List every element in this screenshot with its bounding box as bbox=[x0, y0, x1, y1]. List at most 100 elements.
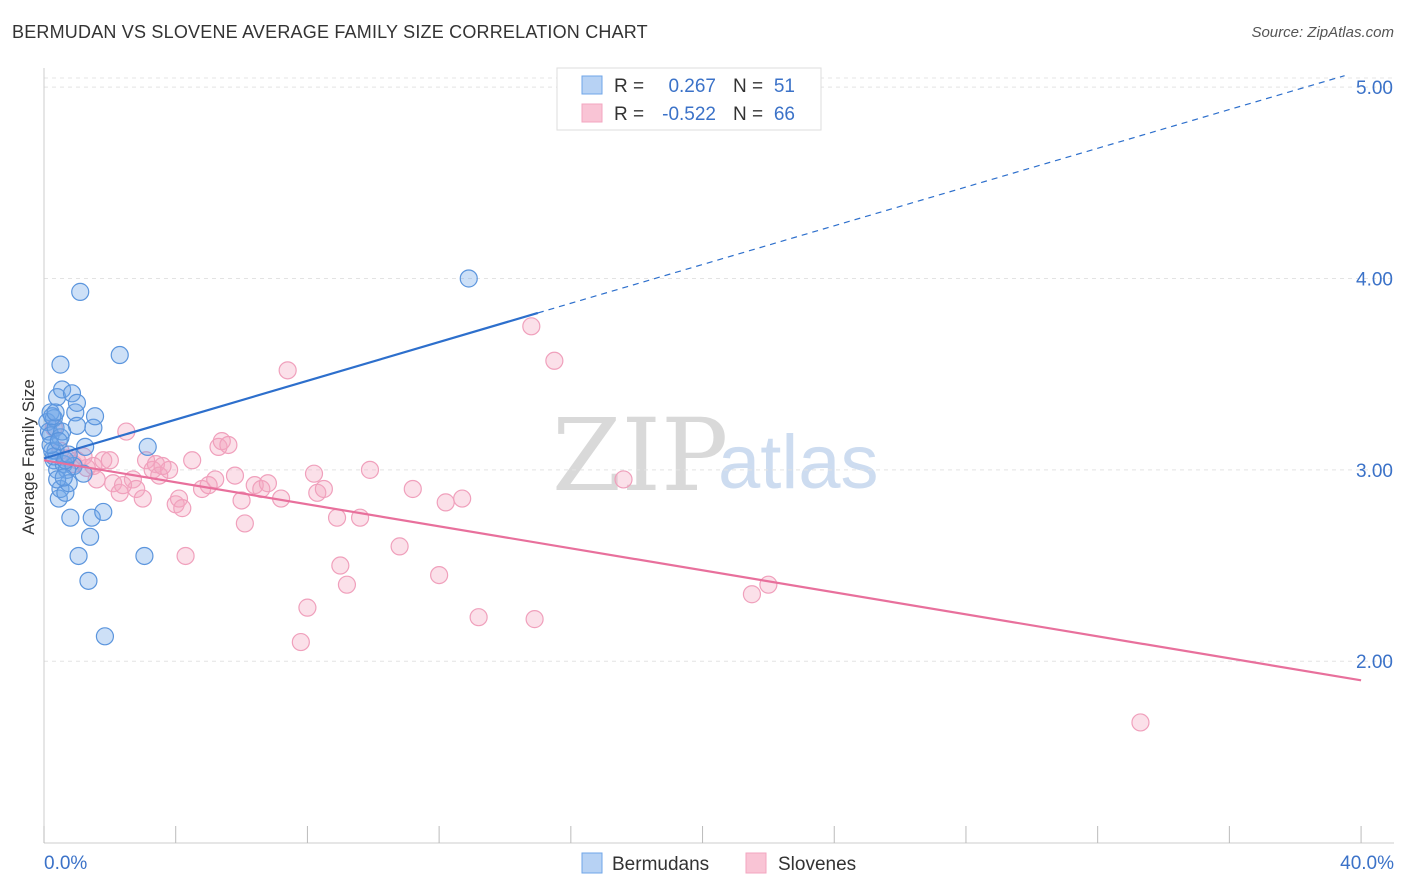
slovene-point bbox=[522, 317, 541, 336]
correlation-legend: R = 0.267 N = 51 R = -0.522 N = 66 bbox=[556, 67, 822, 131]
slovene-point bbox=[153, 456, 172, 476]
slovenes-trendline bbox=[43, 459, 1362, 682]
slovene-point bbox=[545, 351, 564, 370]
legend-swatch-bermudans bbox=[581, 75, 603, 95]
legend-r-value-1: 0.267 bbox=[668, 76, 716, 97]
slovenes-points bbox=[44, 317, 1150, 732]
watermark-atlas: atlas bbox=[718, 420, 879, 505]
legend-r-label-2: R = bbox=[614, 104, 644, 125]
bermudans-points bbox=[38, 269, 478, 646]
bermudan-point bbox=[71, 282, 90, 301]
slovene-point bbox=[298, 598, 317, 617]
bermudan-point bbox=[135, 546, 154, 566]
slovene-point bbox=[183, 451, 202, 470]
series-legend: Bermudans Slovenes bbox=[581, 852, 856, 875]
slovene-point bbox=[232, 491, 251, 510]
bermudan-point bbox=[138, 437, 157, 456]
x-tick-labels: 0.0% 40.0% bbox=[44, 853, 1394, 874]
bermudan-point bbox=[80, 527, 100, 546]
slovene-point bbox=[176, 546, 195, 566]
bermudan-point bbox=[51, 355, 70, 374]
bermudan-point bbox=[53, 380, 72, 399]
x-tick-label-max: 40.0% bbox=[1340, 853, 1394, 874]
slovene-point bbox=[133, 489, 152, 508]
legend-n-label-2: N = bbox=[733, 104, 763, 125]
bermudan-point bbox=[110, 345, 129, 365]
trendlines bbox=[43, 75, 1362, 682]
bermudans-trendline-extension bbox=[537, 75, 1345, 314]
bermudan-point bbox=[67, 393, 87, 412]
slovene-point bbox=[469, 608, 488, 627]
bermudan-point bbox=[62, 384, 82, 403]
slovene-point bbox=[291, 632, 310, 652]
slovene-point bbox=[100, 451, 119, 470]
legend-r-label-1: R = bbox=[614, 76, 644, 97]
bermudan-point bbox=[59, 474, 78, 493]
slovene-point bbox=[169, 489, 189, 508]
bermudan-point bbox=[84, 418, 103, 437]
slovene-point bbox=[94, 451, 113, 470]
slovene-point bbox=[225, 466, 245, 485]
legend-n-value-1: 51 bbox=[774, 76, 795, 97]
slovene-point bbox=[453, 489, 472, 508]
y-tick-label: 5.00 bbox=[1356, 78, 1393, 99]
slovene-point bbox=[525, 610, 544, 629]
slovene-point bbox=[614, 470, 633, 489]
slovene-point bbox=[327, 508, 347, 527]
bermudan-point bbox=[61, 508, 80, 527]
watermark-zip: ZIP bbox=[552, 397, 728, 514]
legend-swatch-slovenes bbox=[581, 103, 603, 123]
slovene-point bbox=[113, 476, 133, 495]
slovene-point bbox=[742, 585, 762, 604]
slovene-point bbox=[278, 361, 297, 380]
slovene-point bbox=[436, 493, 455, 512]
slovene-point bbox=[304, 464, 324, 483]
slovene-point bbox=[337, 575, 357, 594]
slovene-point bbox=[173, 499, 192, 518]
legend-r-value-2: -0.522 bbox=[662, 104, 716, 125]
x-tick-label-min: 0.0% bbox=[44, 853, 87, 874]
slovene-point bbox=[360, 460, 380, 479]
axes bbox=[43, 68, 1394, 844]
bottom-legend-swatch-bermudans bbox=[581, 852, 603, 874]
legend-n-value-2: 66 bbox=[774, 104, 795, 125]
bottom-legend-bermudans: Bermudans bbox=[612, 854, 709, 875]
y-tick-label: 4.00 bbox=[1356, 269, 1393, 290]
slovene-point bbox=[235, 514, 254, 533]
bermudan-point bbox=[54, 468, 73, 487]
slovene-point bbox=[1131, 713, 1150, 732]
bermudan-point bbox=[459, 269, 478, 288]
bermudans-trendline bbox=[43, 311, 539, 460]
slovene-point bbox=[403, 479, 422, 499]
slovene-point bbox=[219, 435, 238, 455]
bermudan-point bbox=[53, 422, 72, 441]
slovene-point bbox=[759, 575, 778, 594]
slovene-point bbox=[430, 565, 449, 585]
bermudan-point bbox=[85, 407, 105, 426]
slovene-point bbox=[390, 537, 409, 556]
slovene-point bbox=[258, 474, 278, 493]
legend-n-label-1: N = bbox=[733, 76, 763, 97]
bermudan-point bbox=[74, 464, 93, 483]
bermudan-point bbox=[56, 483, 75, 502]
bermudan-point bbox=[79, 571, 98, 590]
y-tick-label: 2.00 bbox=[1356, 652, 1393, 673]
bermudan-point bbox=[48, 470, 67, 489]
slovene-point bbox=[314, 479, 333, 499]
bottom-legend-swatch-slovenes bbox=[745, 852, 767, 874]
bermudan-point bbox=[46, 403, 65, 422]
bermudan-point bbox=[94, 502, 113, 522]
y-tick-labels: 2.00 3.00 4.00 5.00 bbox=[1356, 78, 1393, 673]
slovene-point bbox=[206, 470, 225, 489]
slovene-point bbox=[136, 451, 156, 470]
chart-title: BERMUDAN VS SLOVENE AVERAGE FAMILY SIZE … bbox=[12, 22, 648, 42]
bermudan-point bbox=[69, 546, 88, 566]
y-axis-label: Average Family Size bbox=[19, 379, 38, 535]
bermudan-point bbox=[95, 627, 115, 646]
bottom-legend-slovenes: Slovenes bbox=[778, 854, 856, 875]
bermudan-point bbox=[82, 508, 101, 527]
slovene-point bbox=[331, 556, 350, 575]
chart-source: Source: ZipAtlas.com bbox=[1251, 24, 1394, 41]
bermudan-point bbox=[49, 432, 68, 451]
